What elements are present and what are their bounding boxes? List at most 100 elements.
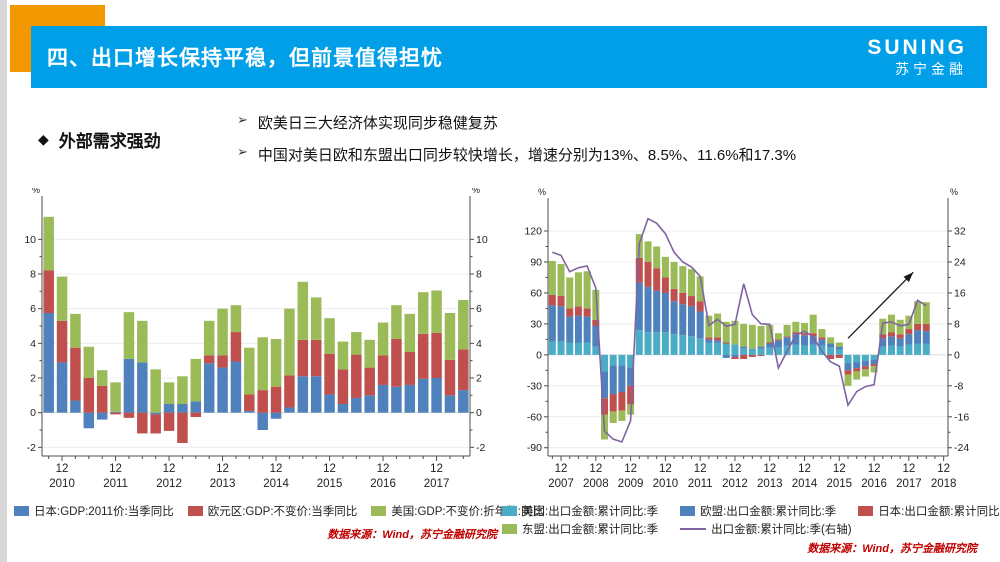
legend-label: 欧元区:GDP:不变价:当季同比: [207, 506, 358, 518]
svg-text:32: 32: [954, 226, 966, 238]
axis-labels: -90 -60 -30 0 30 60 90 120 -24 -16 -8 0 8 16 24 32%%: [524, 188, 969, 454]
svg-text:12: 12: [377, 463, 390, 475]
svg-text:90: 90: [530, 256, 542, 268]
export-growth-chart: -90 -60 -30 0 30 60 90 120 -24 -16 -8 0 8 16 24 32% % 12 2…: [524, 188, 969, 490]
svg-text:2010: 2010: [49, 478, 75, 490]
svg-text:2011: 2011: [688, 478, 713, 490]
svg-text:-8: -8: [954, 380, 963, 392]
svg-text:%: %: [32, 188, 40, 195]
diamond-bullet-icon: ◆: [38, 131, 49, 147]
svg-text:6: 6: [476, 303, 482, 315]
legend-label: 日本:GDP:2011价:当季同比: [34, 506, 174, 518]
svg-text:12: 12: [624, 463, 637, 475]
svg-text:120: 120: [524, 226, 542, 238]
svg-text:12: 12: [270, 463, 283, 475]
svg-text:4: 4: [30, 338, 36, 350]
svg-text:12: 12: [555, 463, 568, 475]
svg-text:10: 10: [476, 234, 488, 246]
svg-text:%: %: [472, 188, 480, 195]
trend-line: [552, 217, 927, 443]
svg-text:2011: 2011: [103, 478, 128, 490]
bar-series: [548, 234, 930, 440]
legend-item: 欧盟:出口金额:累计同比:季: [680, 503, 836, 519]
svg-text:2010: 2010: [653, 478, 679, 490]
svg-text:12: 12: [109, 463, 122, 475]
sub-bullet-2-text: 中国对美日欧和东盟出口同步较快增长，增速分别为13%、8.5%、11.6%和17…: [257, 147, 797, 164]
svg-text:2017: 2017: [424, 478, 450, 490]
svg-text:24: 24: [954, 256, 966, 268]
legend-swatch: [502, 506, 517, 516]
svg-text:16: 16: [954, 287, 966, 299]
svg-text:6: 6: [30, 303, 36, 315]
svg-text:12: 12: [763, 463, 776, 475]
svg-text:2014: 2014: [263, 478, 289, 490]
sub-bullet-1: ➢ 欧美日三大经济体实现同步稳健复苏: [237, 112, 977, 133]
svg-text:2: 2: [476, 373, 482, 385]
legend-swatch: [371, 506, 387, 516]
svg-text:2017: 2017: [896, 478, 922, 490]
bar-series: [43, 216, 469, 443]
sub-bullet-2: ➢ 中国对美日欧和东盟出口同步较快增长，增速分别为13%、8.5%、11.6%和…: [237, 144, 977, 165]
data-source-right: 数据来源：Wind，苏宁金融研究院: [807, 543, 977, 555]
legend-line-swatch: [680, 528, 707, 530]
svg-text:2016: 2016: [370, 478, 396, 490]
svg-text:%: %: [538, 188, 546, 197]
svg-text:12: 12: [902, 463, 915, 475]
svg-text:2012: 2012: [156, 478, 182, 490]
legend-item: 欧元区:GDP:不变价:当季同比: [187, 503, 358, 519]
svg-text:12: 12: [56, 463, 69, 475]
export-chart-legend-row2: 东盟:出口金额:累计同比:季 出口金额:累计同比:季(右轴): [502, 521, 852, 537]
svg-text:0: 0: [954, 349, 960, 361]
svg-text:12: 12: [729, 463, 742, 475]
svg-text:2016: 2016: [861, 478, 887, 490]
svg-text:12: 12: [323, 463, 336, 475]
svg-text:12: 12: [694, 463, 707, 475]
arrow-annotation: [847, 271, 914, 339]
svg-text:60: 60: [530, 287, 542, 299]
page-title: 四、出口增长保持平稳，但前景值得担忧: [47, 47, 443, 70]
gdp-chart-legend: 日本:GDP:2011价:当季同比 欧元区:GDP:不变价:当季同比 美国:GD…: [14, 503, 544, 519]
arrow-bullet-icon: ➢: [237, 112, 248, 127]
svg-text:10: 10: [24, 234, 36, 246]
svg-text:2009: 2009: [618, 478, 644, 490]
svg-text:2014: 2014: [792, 478, 818, 490]
legend-swatch: [680, 506, 696, 516]
svg-text:2013: 2013: [757, 478, 783, 490]
x-tick-labels: 12 2010 12 2011 12 2012 12 2013 12 2014 12 2015 12 20…: [49, 463, 449, 490]
svg-text:2015: 2015: [317, 478, 343, 490]
svg-text:12: 12: [868, 463, 881, 475]
svg-text:30: 30: [530, 318, 542, 330]
legend-swatch: [14, 506, 29, 516]
svg-text:12: 12: [937, 463, 950, 475]
export-chart-legend-row1: 美国:出口金额:累计同比:季 欧盟:出口金额:累计同比:季 日本:出口金额:累计…: [502, 503, 1000, 519]
legend-item: 出口金额:累计同比:季(右轴): [680, 521, 852, 537]
svg-text:-60: -60: [527, 411, 542, 423]
logo-wordmark: SUNING: [867, 36, 967, 60]
legend-swatch: [502, 524, 517, 534]
svg-text:0: 0: [536, 349, 542, 361]
svg-text:12: 12: [430, 463, 443, 475]
legend-item: 日本:出口金额:累计同比:季: [858, 503, 1000, 519]
legend-item: 日本:GDP:2011价:当季同比: [14, 503, 174, 519]
svg-text:4: 4: [476, 338, 482, 350]
legend-label: 东盟:出口金额:累计同比:季: [522, 524, 659, 536]
arrow-bullet-icon: ➢: [237, 144, 248, 159]
svg-text:-2: -2: [476, 442, 485, 454]
legend-swatch: [858, 506, 874, 516]
svg-text:-30: -30: [527, 380, 542, 392]
axes: [544, 198, 952, 461]
x-tick-labels: 12 2007 12 2008 12 2009 12 2010 12 2011 12 2012 12 20…: [548, 463, 956, 490]
suning-logo: SUNING 苏宁金融: [867, 37, 967, 77]
svg-text:12: 12: [216, 463, 229, 475]
svg-text:12: 12: [833, 463, 846, 475]
svg-text:0: 0: [30, 407, 36, 419]
sub-bullet-1-text: 欧美日三大经济体实现同步稳健复苏: [257, 115, 498, 132]
svg-text:2007: 2007: [548, 478, 574, 490]
legend-label: 欧盟:出口金额:累计同比:季: [700, 506, 837, 518]
svg-text:2018: 2018: [931, 478, 957, 490]
svg-text:2012: 2012: [722, 478, 748, 490]
svg-text:2008: 2008: [583, 478, 609, 490]
svg-text:2013: 2013: [210, 478, 236, 490]
